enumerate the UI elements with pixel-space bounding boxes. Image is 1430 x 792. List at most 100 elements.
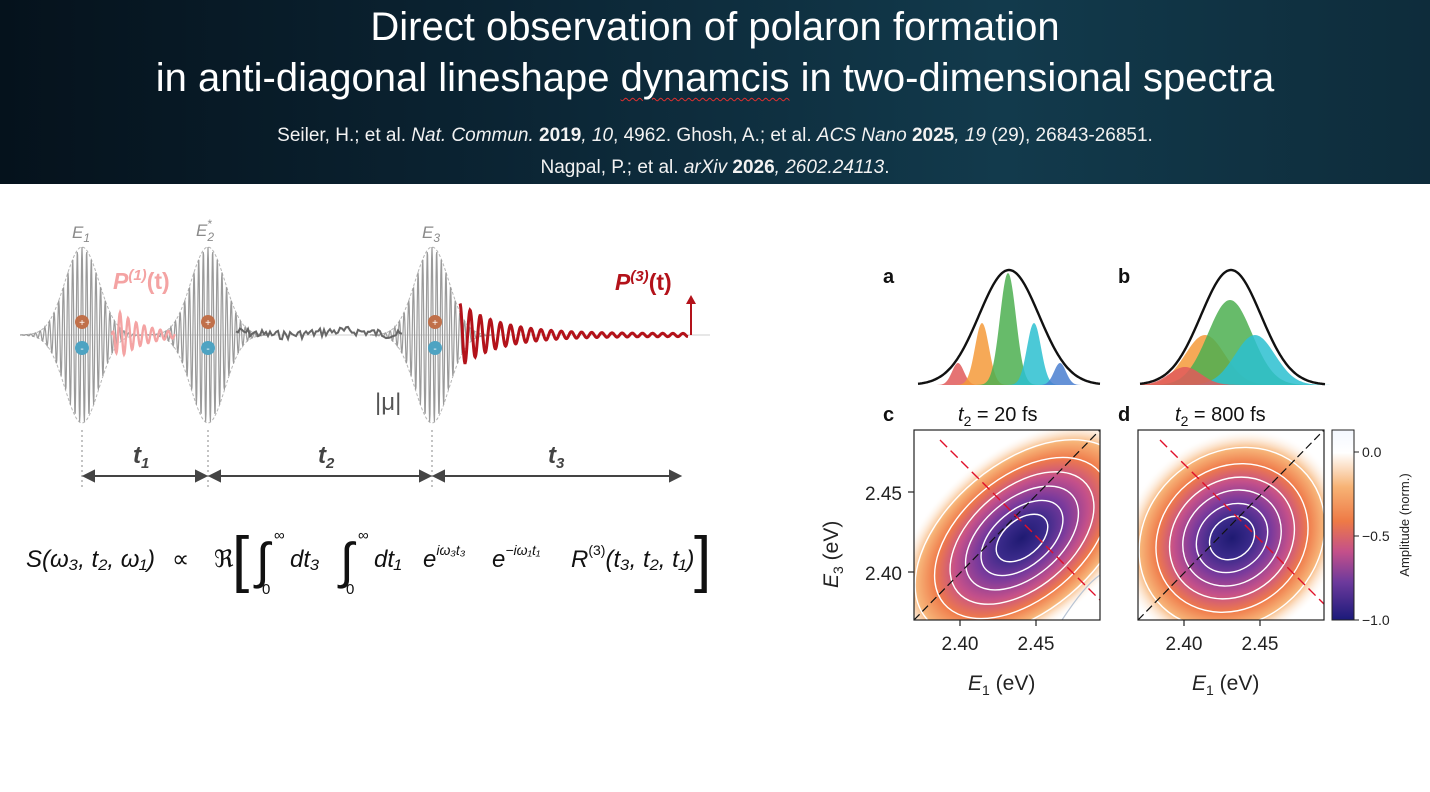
- y-axis-label: E3 (eV): [820, 521, 846, 588]
- contour-lines: [914, 438, 1100, 620]
- pulse-envelope: [22, 246, 142, 336]
- lineshape-panel-a: [917, 268, 1101, 385]
- pulse-sequence-diagram: + - + - + - E1 E2* E3 P(1)(t) P(3)(t) |μ…: [20, 217, 710, 488]
- diagonal-line: [914, 430, 1100, 620]
- lineshape-component: [1140, 367, 1330, 385]
- plus-charge-icon: [201, 315, 215, 329]
- plus-sign: +: [205, 318, 211, 329]
- 2d-spectra-figure: a b c d t2 = 20 fs t2 = 800 fs: [820, 266, 1412, 698]
- reference-line1: Seiler, H.; et al. Nat. Commun. 2019, 10…: [0, 124, 1430, 148]
- p3-polarization-wave: [458, 303, 689, 365]
- lineshape-component: [1140, 300, 1330, 385]
- colorbar-tick-label: −1.0: [1362, 612, 1390, 628]
- time-arrows: [81, 469, 683, 483]
- exp-term-1: eiω₃t₃: [423, 542, 466, 573]
- title-banner: Direct observation of polaron formation …: [0, 0, 1430, 184]
- ref-journal: ACS Nano: [816, 125, 907, 146]
- ref-period: .: [884, 157, 890, 178]
- ref-year: 2019: [539, 125, 582, 146]
- axis-ticks: [908, 491, 1261, 626]
- lineshape-component: [918, 273, 1100, 385]
- minus-sign: -: [433, 344, 436, 355]
- p1-label: P(1)(t): [113, 267, 170, 294]
- panel-label-a: a: [883, 266, 895, 288]
- x-axis-label-c: E1 (eV): [968, 672, 1035, 698]
- p3-label: P(3)(t): [615, 268, 672, 295]
- colorbar-ticks: [1354, 451, 1359, 621]
- 2d-map-panel-c: [913, 429, 1101, 621]
- x-axis-label-d: E1 (eV): [1192, 672, 1259, 698]
- ref-comma: ,: [954, 125, 965, 146]
- right-bracket: ]: [694, 525, 711, 594]
- panel-label-d: d: [1118, 404, 1130, 426]
- antidiagonal-line: [1159, 439, 1324, 605]
- inhomogeneous-envelope: [917, 268, 1101, 385]
- arrow-head: [419, 469, 433, 483]
- plus-charge-icon: [428, 315, 442, 329]
- pulse-label-e1: E1: [72, 223, 90, 245]
- dt3: dt₃: [290, 546, 320, 573]
- lineshape-component: [918, 363, 1100, 385]
- title-line2-misspelled-word: dynamcis: [620, 56, 790, 100]
- t2-label: t2: [318, 442, 335, 472]
- ref-pages: (29), 26843-26851.: [985, 125, 1153, 146]
- lineshape-component: [1140, 335, 1330, 385]
- left-bracket: [: [232, 525, 249, 594]
- exp-term-2: e−iω₁t₁: [492, 542, 541, 573]
- pulse-envelope: [372, 246, 492, 336]
- arrow-head: [669, 469, 683, 483]
- panel-label-c: c: [883, 404, 894, 426]
- colorbar-tick-label: 0.0: [1362, 444, 1382, 460]
- minus-sign: -: [80, 344, 83, 355]
- integral-sign: ∫: [337, 533, 357, 589]
- pulse-label-e2: E2*: [196, 217, 214, 244]
- integral-upper: ∞: [274, 527, 285, 544]
- arrow-head: [207, 469, 221, 483]
- x-tick-label: 2.40: [942, 634, 979, 655]
- integral-sign: ∫: [253, 533, 273, 589]
- minus-sign: -: [206, 344, 209, 355]
- t3-label: t3: [548, 442, 565, 472]
- signal-equation: S(ω₃, t₂, ω₁) ∝ ℜ [ ∫ ∞ 0 dt₃ ∫ ∞ 0 dt₁ …: [26, 525, 711, 598]
- ref-authors: Seiler, H.; et al.: [277, 125, 412, 146]
- diagonal-line: [1138, 430, 1324, 620]
- ref-year: 2025: [911, 125, 955, 146]
- colorbar-label: Amplitude (norm.): [1397, 473, 1412, 576]
- plus-charge-icon: [75, 315, 89, 329]
- arrow-head: [81, 469, 95, 483]
- outer-contour: [1061, 574, 1100, 620]
- ref-journal: arXiv: [683, 157, 728, 178]
- t1-label: t1: [133, 442, 149, 472]
- panel-label-b: b: [1118, 266, 1130, 288]
- p3-arrow-head: [686, 295, 696, 304]
- panel-c-title: t2 = 20 fs: [958, 404, 1038, 429]
- x-tick-label: 2.40: [1166, 634, 1203, 655]
- p1-polarization-wave: [110, 308, 176, 358]
- arrow-head: [431, 469, 445, 483]
- 2d-peak: [914, 430, 1100, 620]
- pulse-label-e3: E3: [422, 223, 440, 245]
- plus-sign: +: [432, 318, 438, 329]
- ref-authors: Nagpal, P.; et al.: [540, 157, 684, 178]
- ref-pages: , 4962.: [613, 125, 677, 146]
- 2d-peak: [1138, 430, 1324, 620]
- antidiagonal-line: [939, 439, 1100, 601]
- title-line2-part3: in two-dimensional spectra: [789, 56, 1275, 100]
- ref-arxiv-id: 2602.24113: [785, 157, 885, 178]
- plus-sign: +: [79, 318, 85, 329]
- t2-population-trace: [235, 325, 403, 342]
- arrow-head: [195, 469, 209, 483]
- x-tick-label: 2.45: [1242, 634, 1279, 655]
- ref-comma: ,: [581, 125, 592, 146]
- minus-charge-icon: [201, 341, 215, 355]
- slide-title-line2: in anti-diagonal lineshape dynamcis in t…: [0, 54, 1430, 102]
- dt1: dt₁: [374, 546, 402, 573]
- real-part-symbol: ℜ: [214, 546, 234, 573]
- integral-lower: 0: [262, 581, 270, 598]
- integral-upper: ∞: [358, 527, 369, 544]
- colorbar-tick-label: −0.5: [1362, 528, 1390, 544]
- equation-lhs: S(ω₃, t₂, ω₁): [26, 546, 155, 573]
- y-tick-label: 2.40: [865, 564, 902, 585]
- 2d-map-panel-d: [1137, 429, 1325, 621]
- ref-volume: 19: [964, 125, 986, 146]
